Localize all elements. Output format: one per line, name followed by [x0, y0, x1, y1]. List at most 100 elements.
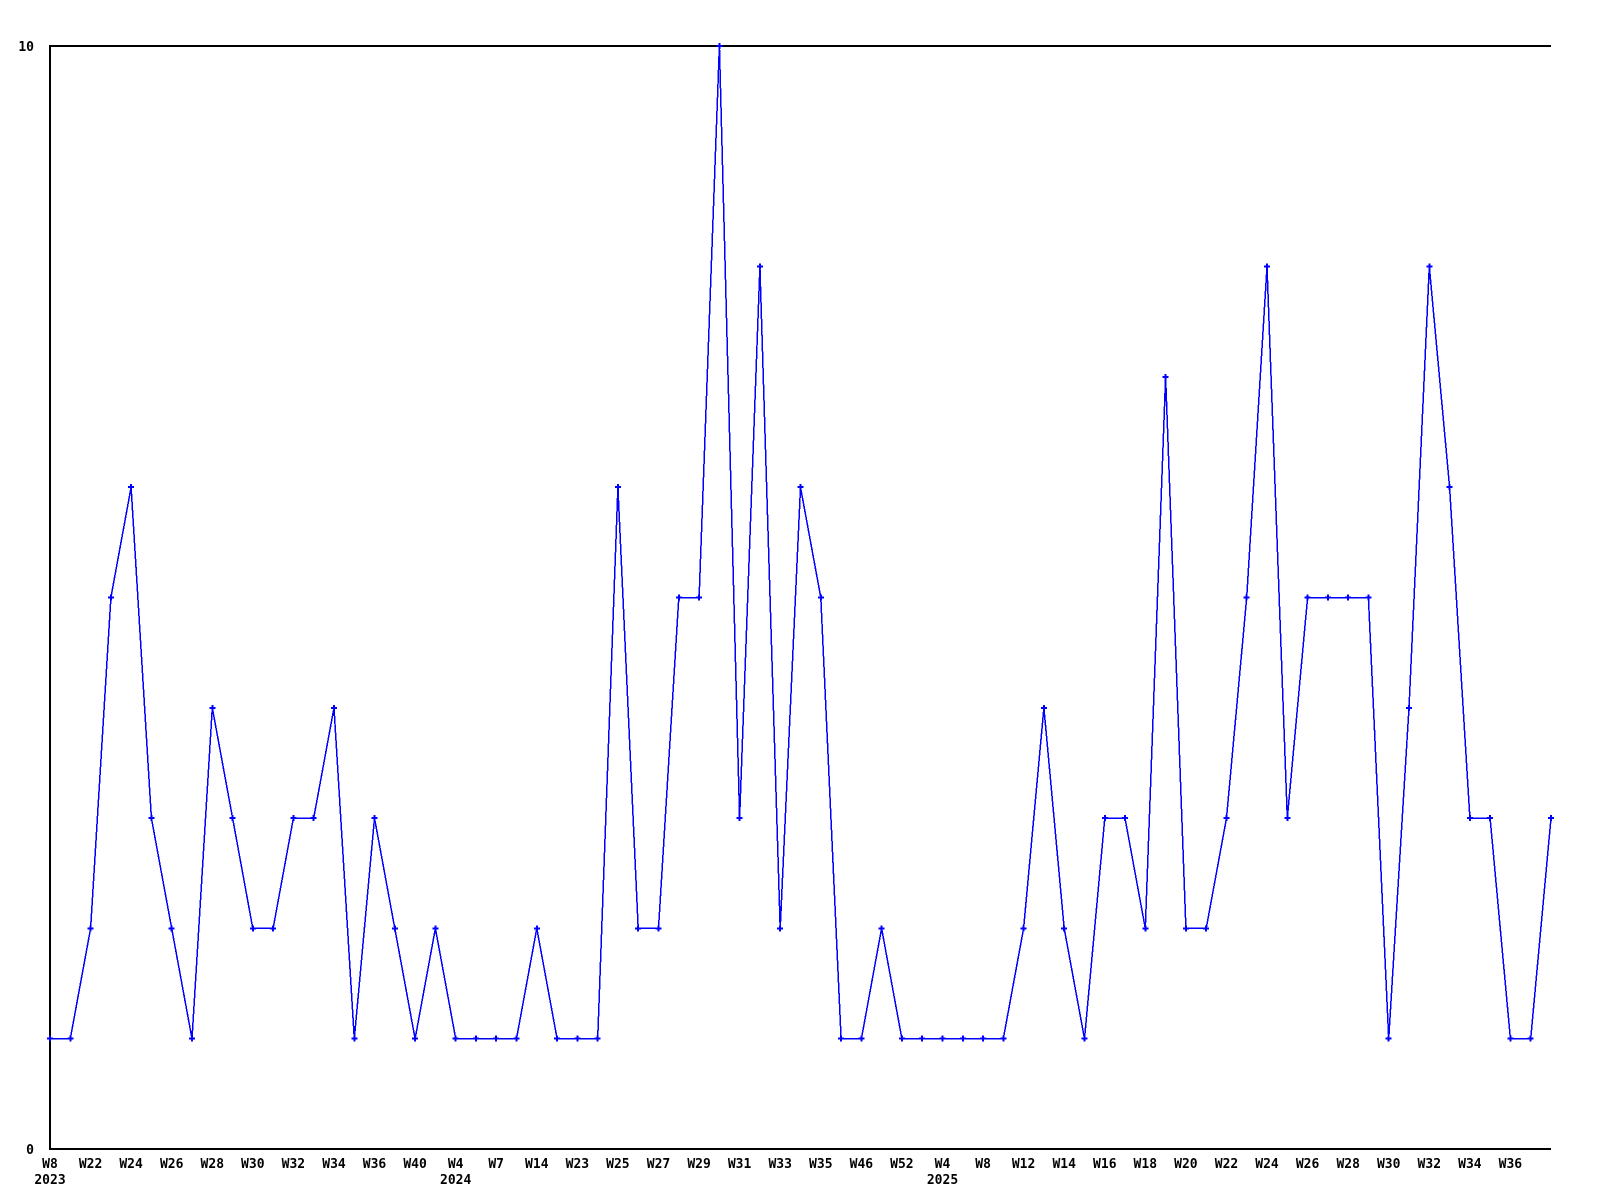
x-tick-label: W18: [1134, 1157, 1158, 1172]
data-point-marker: [1081, 1035, 1088, 1042]
x-tick-label: W30: [241, 1157, 265, 1172]
data-point-marker: [777, 925, 784, 932]
x-tick-label: W29: [687, 1157, 710, 1172]
data-point-marker: [1000, 1035, 1007, 1042]
data-point-marker: [980, 1035, 987, 1042]
data-point-marker: [1304, 594, 1311, 601]
x-tick-label: W14: [1052, 1157, 1076, 1172]
data-point-marker: [574, 1035, 581, 1042]
x-tick-label: W34: [1458, 1157, 1482, 1172]
data-point-marker: [1182, 925, 1189, 932]
x-tick-label: W24: [119, 1157, 143, 1172]
data-point-marker: [1020, 925, 1027, 932]
x-tick-label: W26: [1296, 1157, 1320, 1172]
x-tick-label: W4: [935, 1157, 951, 1172]
plot-border: [49, 45, 1551, 1150]
y-axis-label: 0: [26, 1143, 34, 1158]
data-point-marker: [351, 1035, 358, 1042]
x-tick-label: W14: [525, 1157, 549, 1172]
data-line: [50, 45, 1552, 1040]
data-point-marker: [1223, 815, 1230, 822]
data-point-marker: [270, 925, 277, 932]
x-tick-label: W28: [201, 1157, 225, 1172]
x-tick-label: W12: [1012, 1157, 1035, 1172]
data-point-marker: [371, 815, 378, 822]
data-point-marker: [452, 1035, 459, 1042]
x-year-label: 2025: [927, 1173, 958, 1188]
x-tick-label: W52: [890, 1157, 913, 1172]
data-point-marker: [1527, 1035, 1534, 1042]
data-point-marker: [655, 925, 662, 932]
x-year-label: 2023: [34, 1173, 65, 1188]
x-tick-label: W8: [42, 1157, 58, 1172]
data-point-marker: [817, 594, 824, 601]
x-tick-label: W16: [1093, 1157, 1117, 1172]
x-tick-label: W24: [1255, 1157, 1279, 1172]
data-point-marker: [919, 1035, 926, 1042]
x-tick-label: W23: [566, 1157, 589, 1172]
data-point-marker: [1426, 263, 1433, 270]
data-point-marker: [898, 1035, 905, 1042]
data-point-marker: [209, 704, 216, 711]
data-point-marker: [1264, 263, 1271, 270]
data-point-marker: [1487, 815, 1494, 822]
data-point-marker: [1385, 1035, 1392, 1042]
y-axis-label: 10: [18, 40, 34, 55]
data-point-marker: [87, 925, 94, 932]
data-point-marker: [513, 1035, 520, 1042]
x-tick-label: W31: [728, 1157, 752, 1172]
data-point-marker: [249, 925, 256, 932]
data-point-marker: [1142, 925, 1149, 932]
x-tick-label: W36: [363, 1157, 387, 1172]
data-point-marker: [1284, 815, 1291, 822]
data-point-marker: [1040, 704, 1047, 711]
x-tick-label: W33: [768, 1157, 791, 1172]
data-point-marker: [1466, 815, 1473, 822]
data-point-marker: [554, 1035, 561, 1042]
data-point-marker: [432, 925, 439, 932]
data-point-marker: [67, 1035, 74, 1042]
data-point-marker: [1101, 815, 1108, 822]
data-point-marker: [330, 704, 337, 711]
data-point-marker: [229, 815, 236, 822]
data-point-marker: [736, 815, 743, 822]
data-point-marker: [472, 1035, 479, 1042]
data-point-marker: [696, 594, 703, 601]
data-point-marker: [1345, 594, 1352, 601]
data-point-marker: [533, 925, 540, 932]
data-point-marker: [168, 925, 175, 932]
data-point-marker: [939, 1035, 946, 1042]
x-tick-label: W46: [850, 1157, 874, 1172]
x-tick-label: W30: [1377, 1157, 1401, 1172]
x-tick-label: W36: [1499, 1157, 1523, 1172]
x-tick-label: W28: [1336, 1157, 1360, 1172]
x-tick-label: W35: [809, 1157, 832, 1172]
x-tick-label: W7: [488, 1157, 504, 1172]
x-year-label: 2024: [440, 1173, 471, 1188]
x-tick-label: W22: [1215, 1157, 1238, 1172]
data-point-marker: [1203, 925, 1210, 932]
data-point-marker: [675, 594, 682, 601]
data-point-marker: [1061, 925, 1068, 932]
data-point-marker: [878, 925, 885, 932]
data-point-marker: [148, 815, 155, 822]
data-point-marker: [1507, 1035, 1514, 1042]
x-tick-label: W22: [79, 1157, 102, 1172]
data-point-marker: [1324, 594, 1331, 601]
x-tick-label: W4: [448, 1157, 464, 1172]
x-tick-label: W34: [322, 1157, 346, 1172]
data-point-marker: [959, 1035, 966, 1042]
data-point-marker: [1243, 594, 1250, 601]
data-point-marker: [412, 1035, 419, 1042]
data-point-marker: [1548, 815, 1554, 822]
data-point-marker: [1122, 815, 1129, 822]
data-point-marker: [838, 1035, 845, 1042]
data-point-marker: [716, 43, 723, 49]
data-point-marker: [188, 1035, 195, 1042]
data-point-marker: [797, 484, 804, 491]
data-point-marker: [310, 815, 317, 822]
data-point-marker: [391, 925, 398, 932]
data-point-marker: [635, 925, 642, 932]
x-tick-label: W40: [403, 1157, 427, 1172]
